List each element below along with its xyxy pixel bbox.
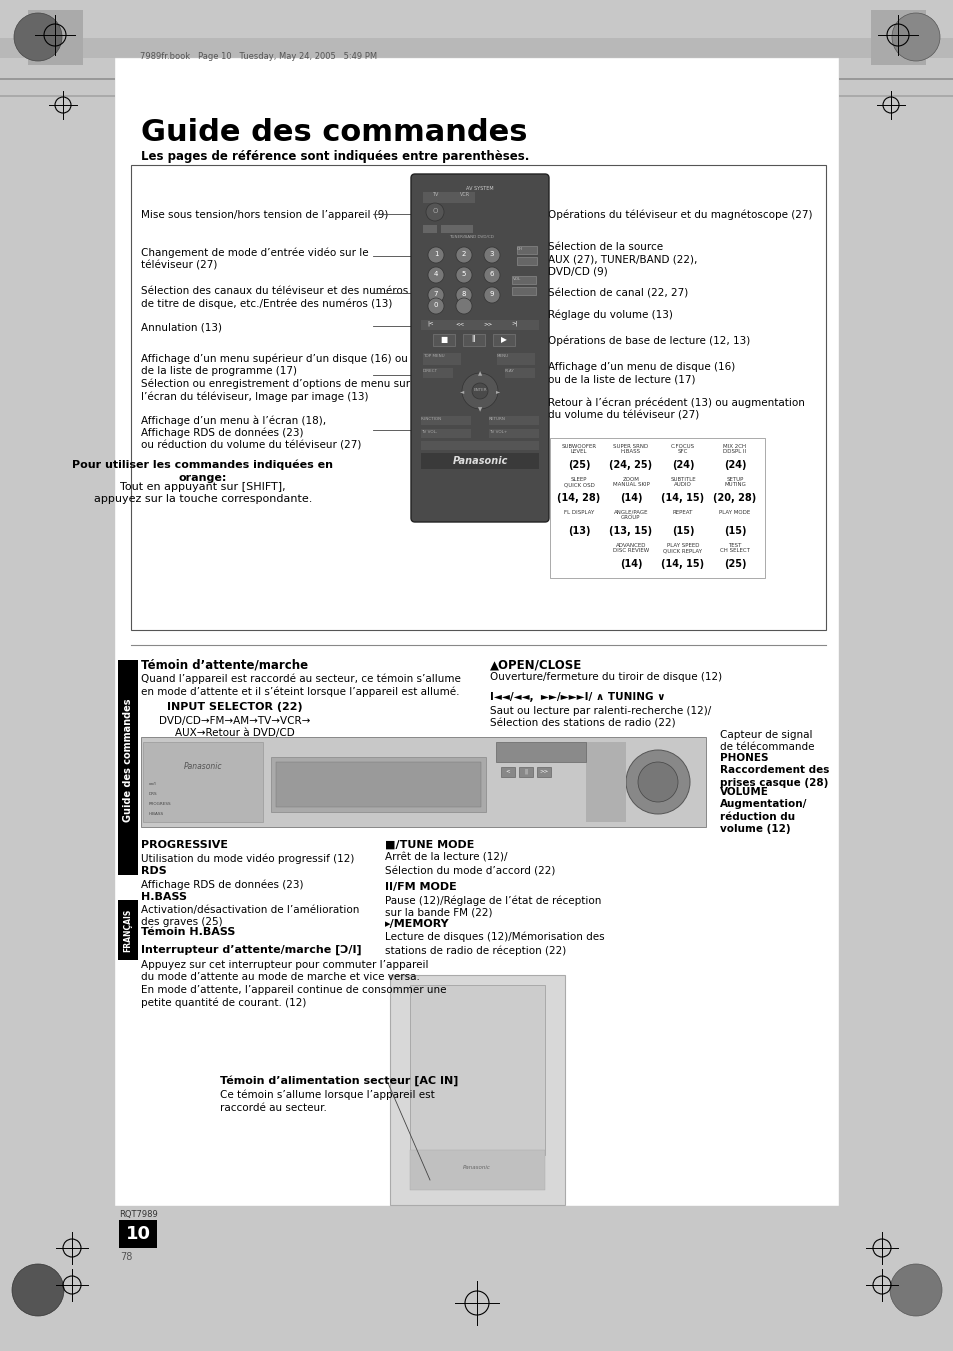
Circle shape (472, 382, 488, 399)
Text: Opérations du téléviseur et du magnétoscope (27): Opérations du téléviseur et du magnétosc… (547, 209, 812, 220)
Text: Activation/désactivation de l’amélioration
des graves (25): Activation/désactivation de l’améliorati… (141, 905, 359, 927)
Text: Sélection de la source
AUX (27), TUNER/BAND (22),
DVD/CD (9): Sélection de la source AUX (27), TUNER/B… (547, 242, 697, 276)
Bar (420, 440, 538, 450)
Text: II/FM MODE: II/FM MODE (385, 882, 456, 892)
Bar (489, 416, 538, 426)
Text: Panasonic: Panasonic (462, 1165, 491, 1170)
Circle shape (483, 247, 499, 263)
Text: (13, 15): (13, 15) (609, 526, 652, 536)
Text: Mise sous tension/hors tension de l’appareil (9): Mise sous tension/hors tension de l’appa… (141, 209, 388, 220)
Text: Affichage d’un menu à l’écran (18),
Affichage RDS de données (23)
ou réduction d: Affichage d’un menu à l’écran (18), Affi… (141, 415, 361, 450)
Text: C.FOCUS
SFC: C.FOCUS SFC (670, 444, 695, 454)
Text: SUBWOOFER
LEVEL: SUBWOOFER LEVEL (561, 444, 596, 454)
Bar (420, 320, 538, 330)
Text: VCR: VCR (459, 192, 470, 197)
Text: (14): (14) (619, 493, 641, 503)
Text: ■/TUNE MODE: ■/TUNE MODE (385, 840, 474, 850)
Circle shape (428, 267, 443, 282)
Text: (14): (14) (619, 559, 641, 569)
Bar (0, 78, 115, 80)
Text: MIX 2CH
DDSPL II: MIX 2CH DDSPL II (722, 444, 746, 454)
Text: FRANÇAIS: FRANÇAIS (123, 908, 132, 951)
Text: Sélection du mode d’accord (22): Sélection du mode d’accord (22) (385, 866, 555, 875)
Circle shape (461, 373, 497, 409)
Circle shape (483, 267, 499, 282)
Text: Témoin d’alimentation secteur [AC IN]: Témoin d’alimentation secteur [AC IN] (220, 1075, 457, 1086)
Circle shape (625, 750, 689, 815)
Text: 0: 0 (434, 303, 437, 308)
Text: ◄: ◄ (459, 389, 464, 394)
Text: (14, 28): (14, 28) (557, 493, 600, 503)
Text: Guide des commandes: Guide des commandes (123, 698, 132, 821)
Bar (440, 226, 473, 232)
Bar (141, 738, 705, 827)
Bar (271, 757, 485, 812)
Circle shape (428, 247, 443, 263)
Bar (0, 38, 953, 58)
Text: >>: >> (538, 767, 548, 773)
Text: 7989fr.book   Page 10   Tuesday, May 24, 2005   5:49 PM: 7989fr.book Page 10 Tuesday, May 24, 200… (140, 51, 376, 61)
Bar (420, 416, 471, 426)
Text: PROGRESSIVE: PROGRESSIVE (141, 840, 228, 850)
Text: RQT7989: RQT7989 (119, 1210, 157, 1219)
Text: PHONES
Raccordement des
prises casque (28): PHONES Raccordement des prises casque (2… (720, 753, 828, 788)
Text: Utilisation du mode vidéo progressif (12): Utilisation du mode vidéo progressif (12… (141, 852, 354, 863)
Text: ||: || (523, 767, 527, 774)
Text: 9: 9 (489, 290, 494, 297)
Text: SETUP
MUTING: SETUP MUTING (723, 477, 745, 488)
Text: CH: CH (517, 247, 522, 251)
Text: 3: 3 (489, 251, 494, 257)
Bar (550, 438, 764, 578)
Bar (28, 9, 83, 65)
Text: ▼: ▼ (477, 407, 481, 412)
Bar (119, 1220, 157, 1248)
Circle shape (638, 762, 678, 802)
Text: Affichage d’un menu supérieur d’un disque (16) ou
de la liste de programme (17)
: Affichage d’un menu supérieur d’un disqu… (141, 354, 410, 401)
Bar (131, 165, 825, 630)
Text: MENU: MENU (497, 354, 509, 358)
Text: Annulation (13): Annulation (13) (141, 322, 222, 332)
Text: ■: ■ (440, 335, 447, 345)
Bar (496, 742, 585, 762)
Circle shape (456, 286, 472, 303)
Text: 5: 5 (461, 272, 466, 277)
Text: ▲: ▲ (477, 372, 481, 376)
Text: H.BASS: H.BASS (141, 892, 187, 902)
Text: Tout en appuyant sur [SHIFT],
appuyez sur la touche correspondante.: Tout en appuyant sur [SHIFT], appuyez su… (93, 482, 312, 504)
Text: Ce témoin s’allume lorsque l’appareil est
raccordé au secteur.: Ce témoin s’allume lorsque l’appareil es… (220, 1090, 435, 1113)
Text: PROGRESS: PROGRESS (149, 802, 172, 807)
Bar (497, 353, 535, 365)
Text: DRS: DRS (149, 792, 157, 796)
Text: (13): (13) (567, 526, 590, 536)
Bar (489, 430, 538, 438)
Text: Pour utiliser les commandes indiquées en
orange:: Pour utiliser les commandes indiquées en… (72, 459, 334, 482)
Circle shape (456, 247, 472, 263)
Text: (24): (24) (723, 459, 745, 470)
Text: Pause (12)/Réglage de l’état de réception
sur la bande FM (22): Pause (12)/Réglage de l’état de réceptio… (385, 894, 600, 917)
Bar (420, 453, 538, 469)
Text: ZOOM
MANUAL SKIP: ZOOM MANUAL SKIP (612, 477, 649, 488)
Text: DIRECT: DIRECT (422, 369, 437, 373)
Text: ►: ► (496, 389, 499, 394)
Text: Opérations de base de lecture (12, 13): Opérations de base de lecture (12, 13) (547, 335, 749, 346)
Text: FL DISPLAY: FL DISPLAY (563, 509, 594, 515)
Text: O: O (432, 208, 437, 213)
Circle shape (889, 1265, 941, 1316)
Text: Affichage d’un menu de disque (16)
ou de la liste de lecture (17): Affichage d’un menu de disque (16) ou de… (547, 362, 735, 384)
Text: AV SYSTEM: AV SYSTEM (466, 186, 494, 190)
Bar (422, 367, 453, 378)
Bar (493, 334, 515, 346)
Bar (838, 95, 953, 97)
FancyBboxPatch shape (411, 174, 548, 521)
Bar (518, 767, 533, 777)
Bar (422, 226, 436, 232)
Text: (24, 25): (24, 25) (609, 459, 652, 470)
Text: 8: 8 (461, 290, 466, 297)
Text: SUBTITLE
AUDIO: SUBTITLE AUDIO (670, 477, 695, 488)
Text: TUNER/BAND DVD/CD: TUNER/BAND DVD/CD (449, 235, 494, 239)
Text: Témoin H.BASS: Témoin H.BASS (141, 927, 235, 938)
Bar (115, 58, 838, 1206)
Bar (500, 767, 515, 777)
Text: Panasonic: Panasonic (452, 457, 507, 466)
Text: >|: >| (511, 322, 517, 327)
